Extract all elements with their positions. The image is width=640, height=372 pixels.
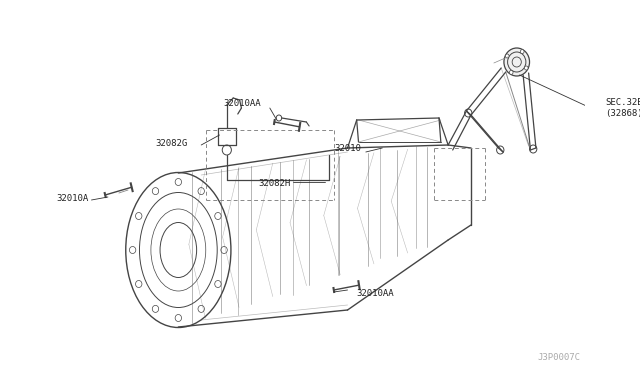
Ellipse shape bbox=[215, 280, 221, 288]
Ellipse shape bbox=[276, 115, 282, 121]
Ellipse shape bbox=[465, 109, 472, 117]
Ellipse shape bbox=[175, 314, 182, 321]
Ellipse shape bbox=[222, 145, 232, 155]
Ellipse shape bbox=[198, 305, 204, 312]
Ellipse shape bbox=[529, 145, 537, 153]
Text: 32010AA: 32010AA bbox=[223, 99, 261, 108]
Text: 32082H: 32082H bbox=[259, 179, 291, 187]
Ellipse shape bbox=[524, 66, 528, 70]
Ellipse shape bbox=[152, 187, 159, 195]
Ellipse shape bbox=[136, 280, 142, 288]
Ellipse shape bbox=[136, 212, 142, 219]
Text: 32082G: 32082G bbox=[156, 138, 188, 148]
Ellipse shape bbox=[129, 247, 136, 253]
Ellipse shape bbox=[506, 54, 509, 58]
Text: 32010AA: 32010AA bbox=[356, 289, 394, 298]
Text: SEC.32B
(32868): SEC.32B (32868) bbox=[605, 98, 640, 118]
Text: 32010A: 32010A bbox=[56, 193, 89, 202]
Ellipse shape bbox=[509, 70, 513, 74]
Ellipse shape bbox=[520, 49, 524, 54]
Text: 32010: 32010 bbox=[334, 144, 361, 153]
Ellipse shape bbox=[198, 187, 204, 195]
Ellipse shape bbox=[497, 146, 504, 154]
Ellipse shape bbox=[504, 48, 529, 76]
Text: J3P0007C: J3P0007C bbox=[538, 353, 580, 362]
Ellipse shape bbox=[175, 179, 182, 186]
Ellipse shape bbox=[215, 212, 221, 219]
Ellipse shape bbox=[152, 305, 159, 312]
Ellipse shape bbox=[221, 247, 227, 253]
